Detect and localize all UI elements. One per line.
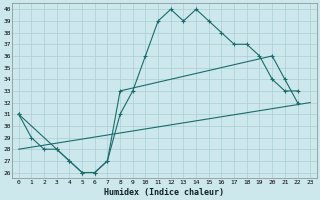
X-axis label: Humidex (Indice chaleur): Humidex (Indice chaleur): [104, 188, 224, 197]
